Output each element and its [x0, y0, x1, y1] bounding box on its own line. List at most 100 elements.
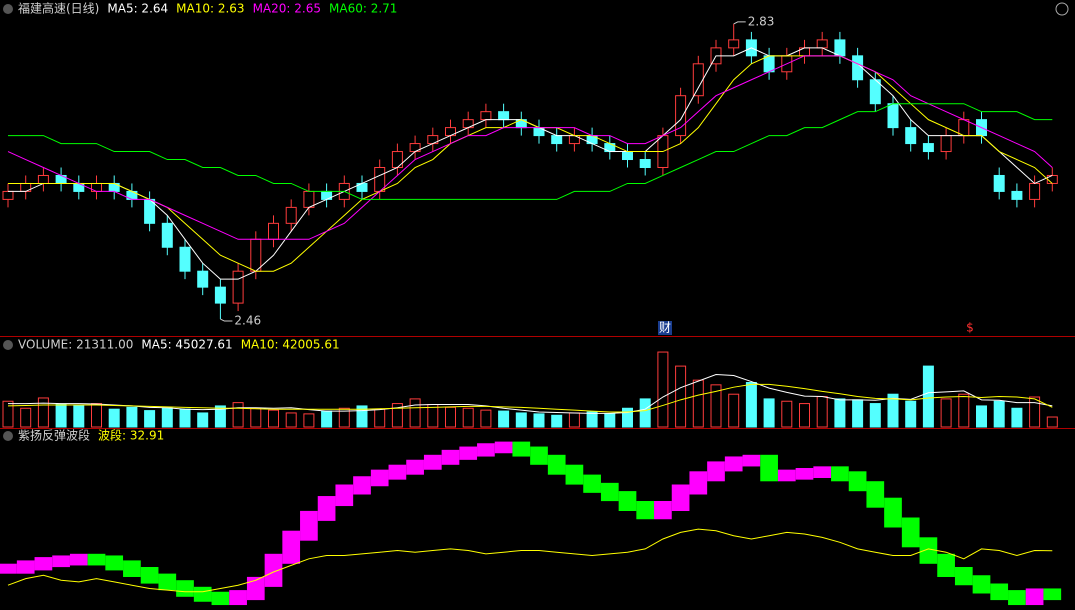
- panel-title: 紫扬反弹波段: [18, 428, 90, 443]
- wave-block: [264, 553, 283, 587]
- wave-block: [724, 456, 743, 472]
- indicator-line: [8, 374, 1053, 414]
- volume-bar: [887, 393, 899, 428]
- wave-block: [1043, 588, 1062, 601]
- wave-block: [52, 555, 70, 568]
- wave-block: [441, 449, 460, 465]
- wave-block: [600, 482, 619, 502]
- wave-block: [370, 469, 389, 487]
- candle-body: [551, 135, 563, 145]
- wave-block: [671, 484, 690, 511]
- volume-bar: [763, 398, 775, 428]
- wave-block: [335, 484, 354, 507]
- volume-bar: [37, 397, 49, 428]
- volume-bar: [321, 410, 333, 428]
- wave-block: [1008, 590, 1026, 606]
- wave-block: [246, 576, 265, 601]
- volume-bar: [285, 412, 297, 428]
- volume-bar: [976, 405, 987, 428]
- volume-bar: [250, 407, 262, 428]
- volume-bar: [710, 384, 722, 428]
- wave-block: [0, 563, 17, 574]
- wave-block: [300, 510, 318, 541]
- indicator-line: [8, 55, 1053, 272]
- volume-bar: [144, 410, 156, 428]
- wave-block: [406, 459, 424, 475]
- volume-bar: [1029, 396, 1041, 428]
- candle-body: [675, 95, 687, 137]
- candle-body: [692, 63, 704, 97]
- candle-body: [232, 270, 244, 304]
- legend-entry: MA5: 2.64: [107, 2, 168, 16]
- wave-block: [459, 446, 478, 460]
- wave-block: [884, 497, 902, 528]
- wave-block: [388, 464, 407, 480]
- panel-title: VOLUME: 21311.00: [18, 338, 133, 352]
- volume-bar: [586, 411, 598, 428]
- wave-block: [1025, 588, 1044, 606]
- candle-body: [852, 55, 864, 81]
- legend-entry: MA20: 2.65: [253, 2, 321, 16]
- wave-block: [972, 575, 991, 594]
- volume-bar: [197, 412, 209, 428]
- wave-block: [707, 461, 725, 482]
- volume-bar: [622, 407, 633, 428]
- volume-bar: [940, 398, 952, 428]
- annotation: 2.83: [748, 14, 775, 28]
- marker-box: [658, 321, 672, 335]
- marker: $: [966, 321, 974, 335]
- volume-bar: [604, 413, 616, 428]
- wave-block: [353, 476, 371, 495]
- wave-block: [990, 583, 1009, 601]
- volume-bar: [161, 407, 173, 428]
- volume-bar: [391, 403, 403, 428]
- candle-body: [285, 206, 297, 224]
- wave-block: [618, 491, 637, 511]
- settings-icon[interactable]: [1055, 2, 1069, 16]
- volume-bar: [462, 407, 474, 428]
- wave-block: [512, 441, 531, 457]
- indicator-line: [7, 55, 1053, 240]
- candle-body: [391, 151, 403, 169]
- volume-bar: [2, 400, 14, 428]
- wave-block: [866, 481, 885, 508]
- candle-body: [905, 127, 917, 145]
- wave-block: [636, 501, 655, 520]
- volume-bar: [781, 400, 793, 428]
- wave-block: [547, 454, 566, 475]
- wave-block: [423, 454, 442, 470]
- volume-bar: [639, 398, 651, 428]
- wave-block: [795, 468, 814, 480]
- volume-bar: [869, 403, 881, 428]
- candle-body: [958, 119, 970, 137]
- candle-body: [763, 55, 775, 73]
- wave-block: [16, 560, 35, 574]
- volume-bar: [799, 403, 810, 428]
- wave-block: [34, 557, 53, 571]
- wave-block: [742, 454, 761, 467]
- volume-bar: [126, 406, 138, 428]
- collapse-icon: [3, 4, 13, 14]
- wave-block: [140, 567, 159, 584]
- volume-bar: [993, 400, 1005, 428]
- wave-block: [211, 591, 230, 606]
- wave-block: [831, 466, 849, 482]
- candle-body: [303, 190, 315, 208]
- collapse-icon: [3, 340, 13, 350]
- volume-bar: [834, 398, 846, 428]
- candle-body: [622, 151, 633, 161]
- volume-bar: [91, 403, 102, 428]
- candle-body: [268, 222, 279, 240]
- volume-bar: [816, 396, 828, 428]
- wave-block: [848, 471, 867, 492]
- volume-bar: [745, 382, 757, 428]
- volume-bar: [73, 405, 85, 428]
- candle-body: [993, 174, 1005, 192]
- wave-block: [530, 446, 548, 465]
- candle-body: [161, 222, 173, 248]
- wave-block: [123, 560, 141, 577]
- candle-body: [922, 143, 934, 153]
- annotation-leader: [733, 21, 746, 25]
